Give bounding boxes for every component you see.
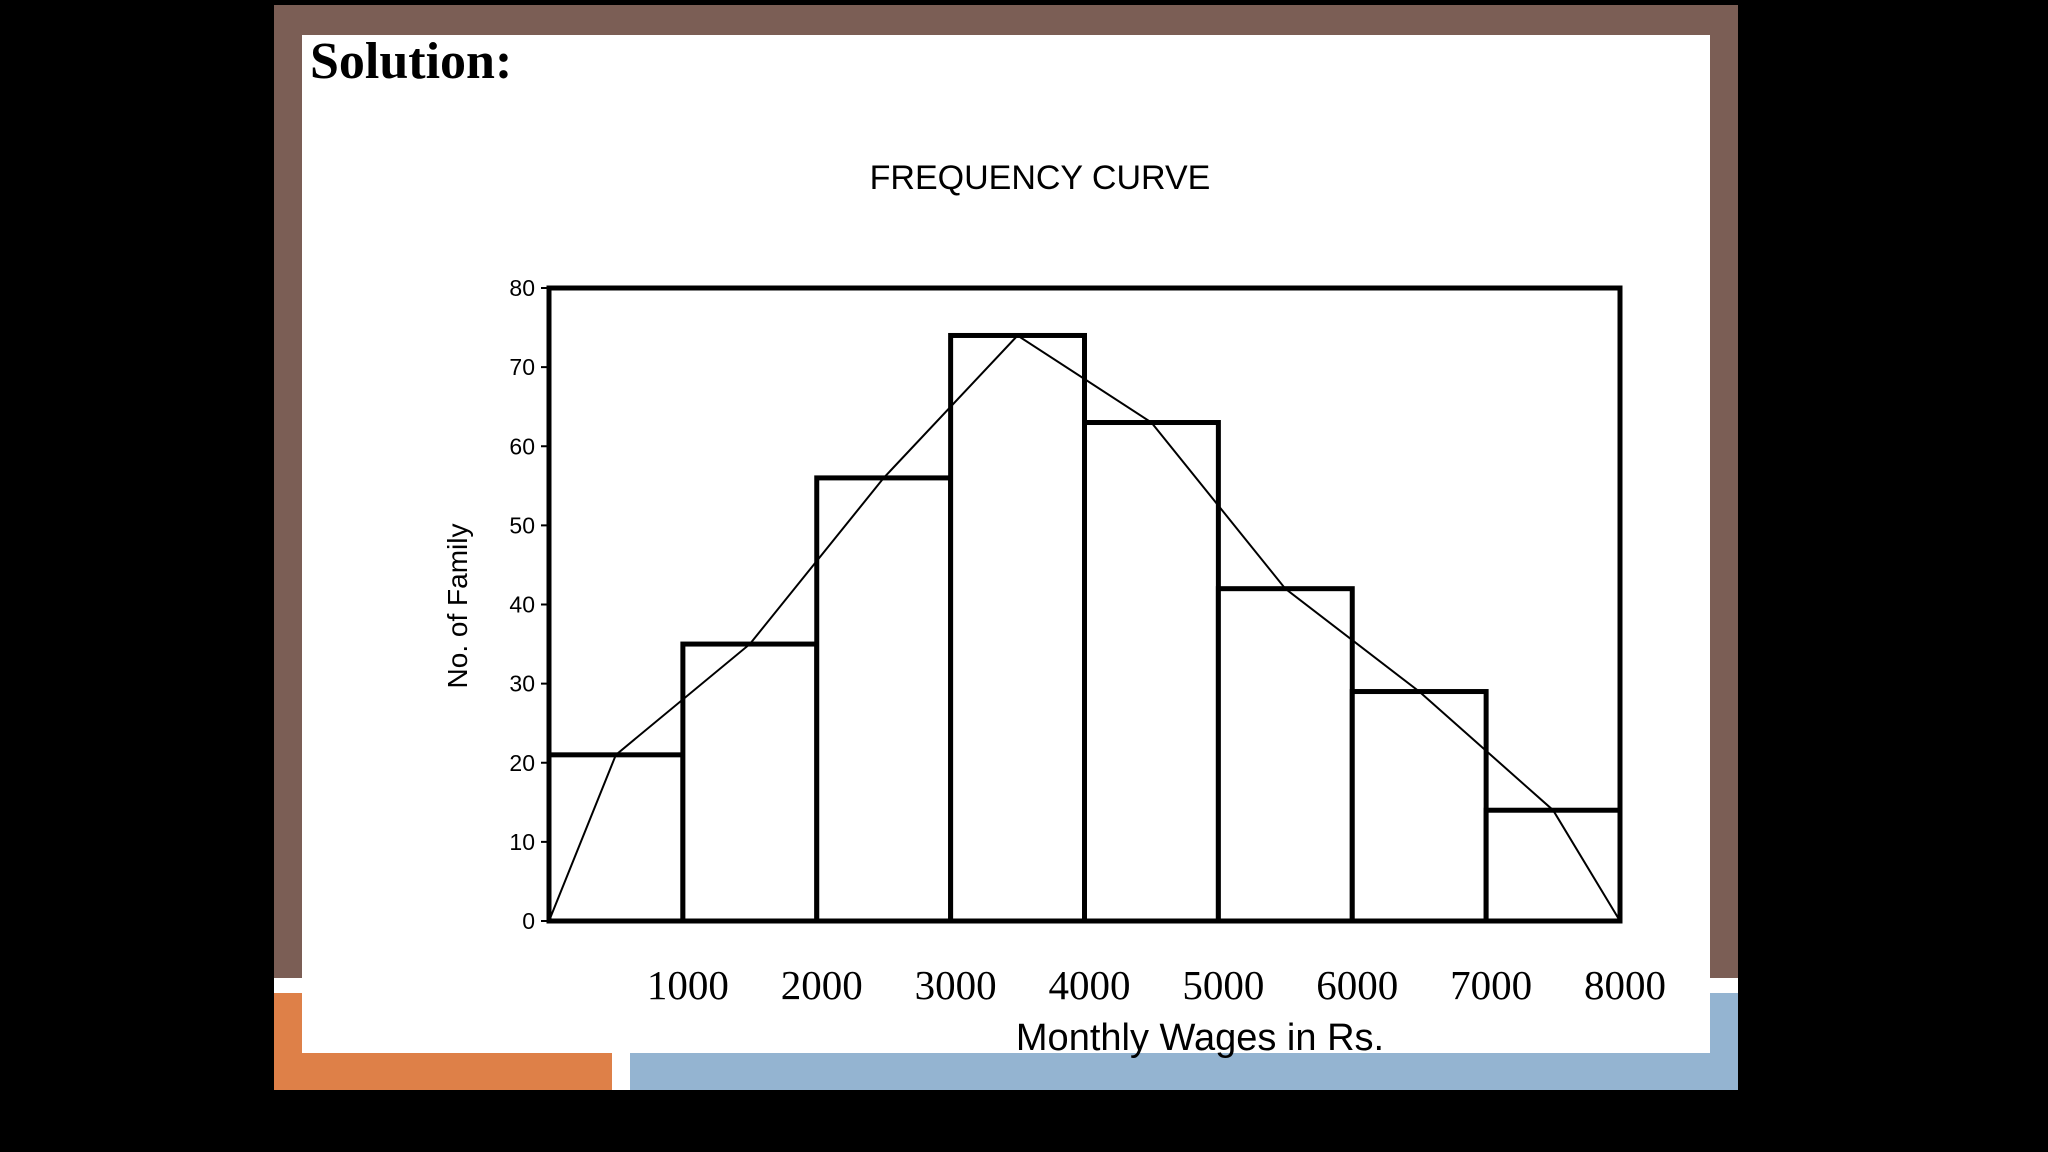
- histogram-bar-3: [814, 475, 954, 924]
- histogram-bar-4: [948, 332, 1087, 924]
- x-tick-label-1000: 1000: [647, 962, 729, 1008]
- histogram-bar-7: [1349, 689, 1489, 924]
- x-tick-label-3000: 3000: [915, 962, 997, 1008]
- histogram-bar-6: [1215, 586, 1355, 924]
- y-axis-ticks: 0 10 20 30 40 50 60 70 80: [509, 275, 549, 934]
- slide-heading: Solution:: [310, 33, 513, 90]
- y-axis-label: No. of Family: [442, 524, 473, 689]
- x-tick-label-7000: 7000: [1450, 962, 1532, 1008]
- histogram-bar-5: [1082, 420, 1221, 924]
- histogram-bar-8: [1483, 807, 1623, 924]
- x-axis-label: Monthly Wages in Rs.: [1016, 1017, 1384, 1059]
- x-tick-label-8000: 8000: [1584, 962, 1666, 1008]
- histogram-bar-2: [680, 641, 820, 924]
- x-tick-label-5000: 5000: [1182, 962, 1264, 1008]
- x-axis-ticks: 1000 2000 3000 4000 5000 6000 7000 8000: [647, 962, 1666, 1008]
- y-tick-label-40: 40: [509, 592, 535, 618]
- frequency-curve-line: [548, 334, 1621, 922]
- y-tick-label-10: 10: [509, 829, 535, 855]
- y-tick-label-50: 50: [509, 512, 535, 538]
- histogram-bar-1: [546, 752, 686, 924]
- plot-frame: [546, 285, 1623, 924]
- x-tick-label-6000: 6000: [1316, 962, 1398, 1008]
- y-tick-label-0: 0: [522, 908, 535, 934]
- y-tick-label-60: 60: [509, 433, 535, 459]
- chart-title: FREQUENCY CURVE: [870, 159, 1211, 197]
- x-tick-label-2000: 2000: [781, 962, 863, 1008]
- y-tick-label-70: 70: [509, 354, 535, 380]
- y-tick-label-30: 30: [509, 671, 535, 697]
- x-tick-label-4000: 4000: [1049, 962, 1131, 1008]
- histogram-bars: [546, 332, 1623, 924]
- y-tick-label-20: 20: [509, 750, 535, 776]
- y-tick-label-80: 80: [509, 275, 535, 301]
